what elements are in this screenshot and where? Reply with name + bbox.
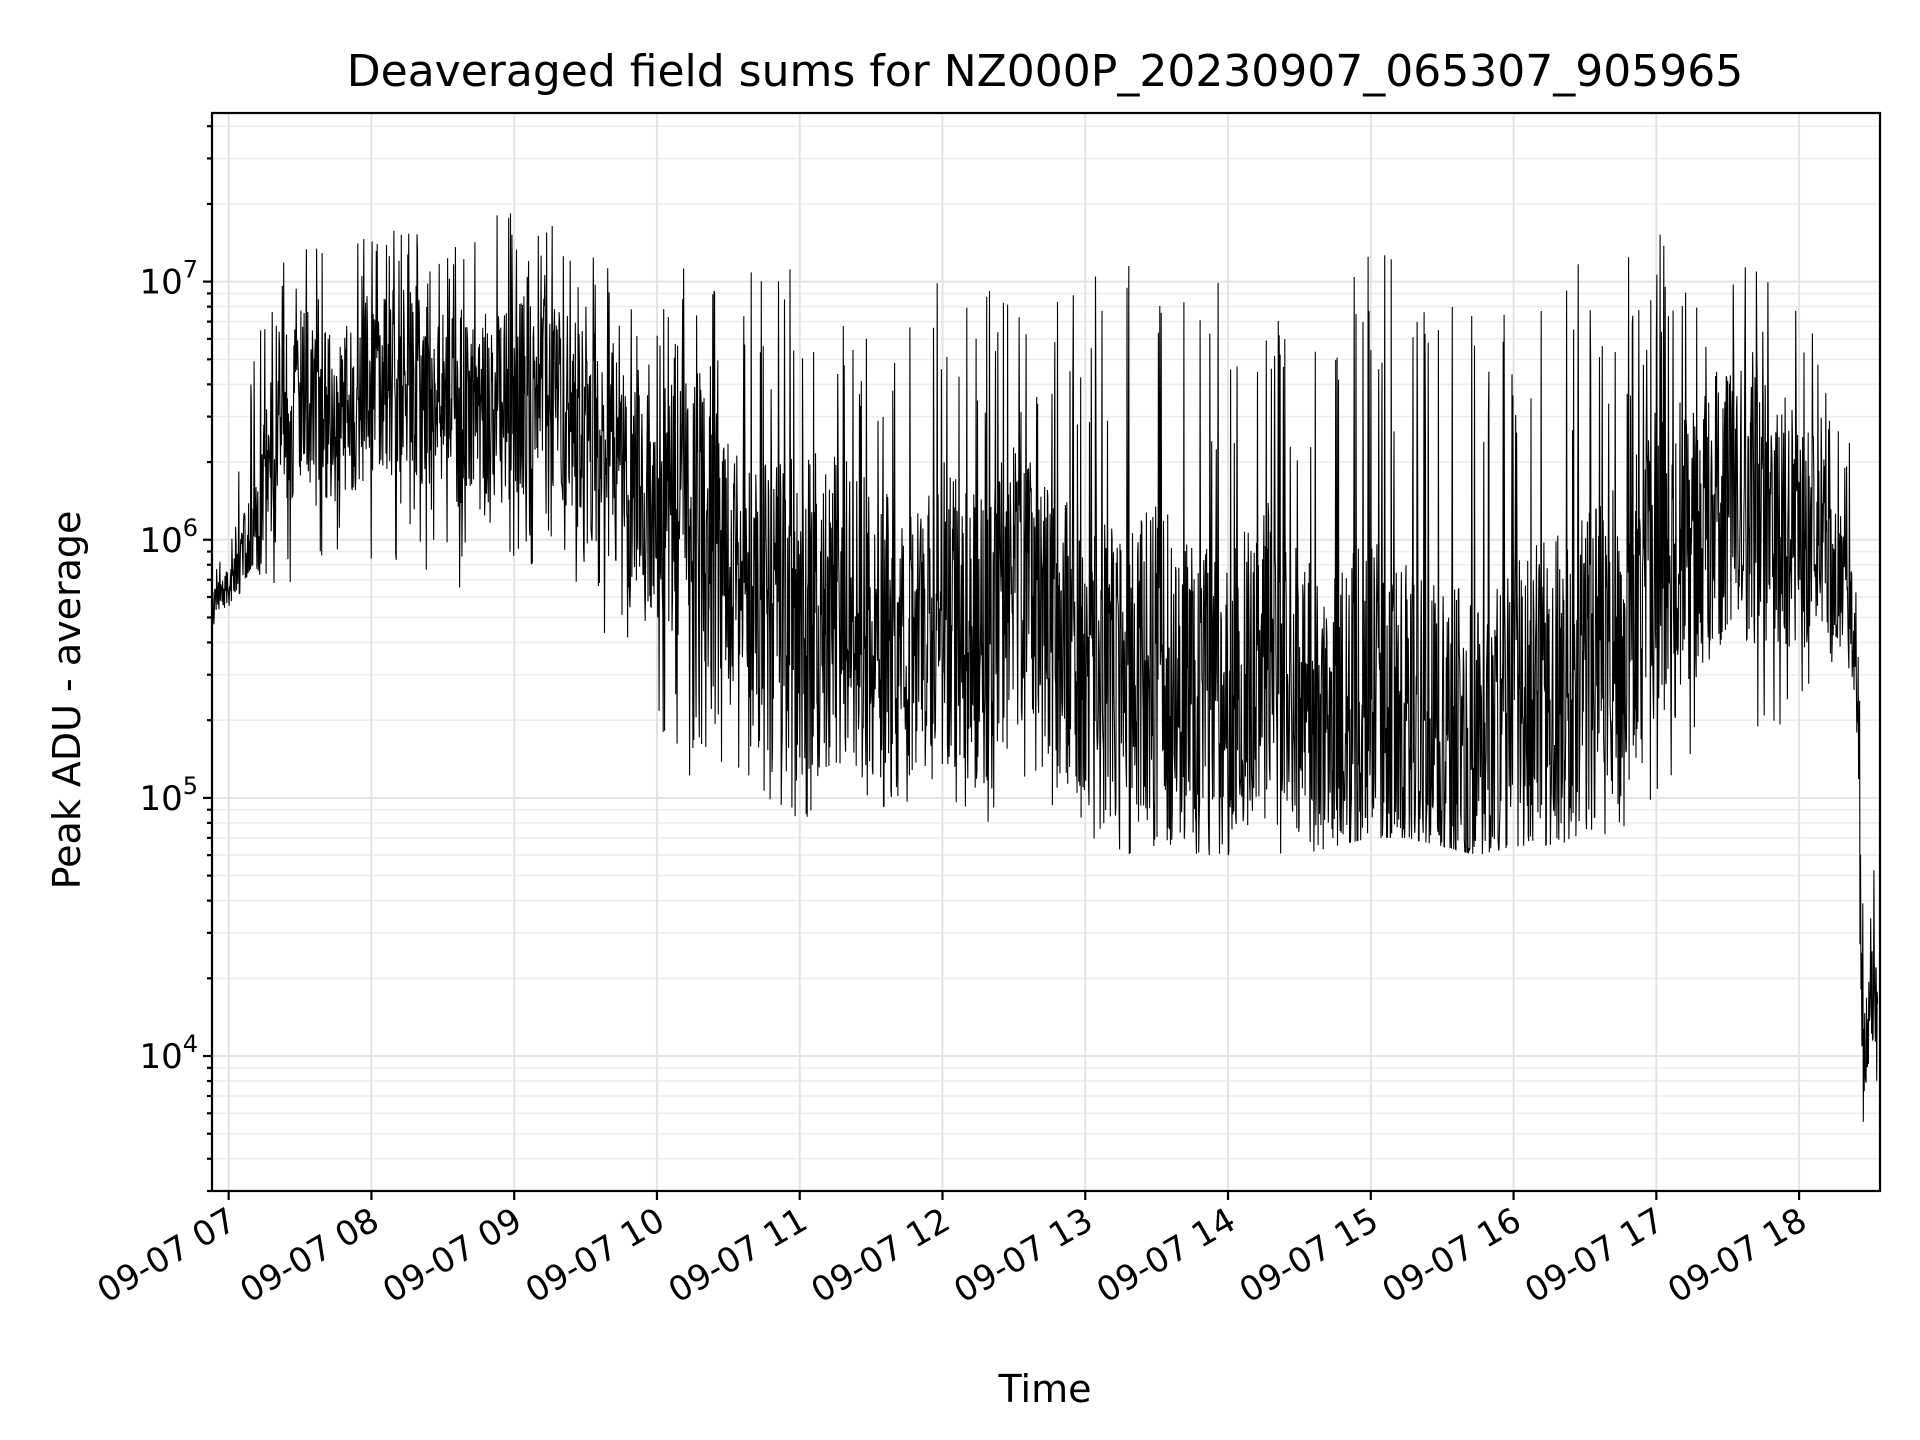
y-axis: 104 105 106 107 [139,125,212,1193]
x-tick-label: 09-07 16 [1376,1200,1528,1311]
series-line [211,213,1879,1122]
plot-frame [210,111,1882,1193]
x-tick-label: 09-07 17 [1518,1200,1670,1311]
chart-title: Deaveraged field sums for NZ000P_2023090… [347,46,1743,97]
y-tick-label: 106 [139,514,198,561]
x-tick-label: 09-07 14 [1090,1200,1242,1311]
x-tick-label: 09-07 18 [1661,1200,1813,1311]
y-tick-label: 104 [139,1030,198,1077]
y-tick-label: 107 [139,256,198,303]
plot-area [211,213,1879,1122]
x-tick-label: 09-07 15 [1233,1200,1385,1311]
x-tick-label: 09-07 08 [234,1200,386,1311]
x-axis-label: Time [998,1367,1092,1411]
x-tick-label: 09-07 11 [662,1200,814,1311]
x-tick-label: 09-07 12 [805,1200,957,1311]
x-tick-label: 09-07 13 [947,1200,1099,1311]
x-tick-label: 09-07 09 [376,1200,528,1311]
y-tick-label: 105 [139,772,198,819]
y-axis-label: Peak ADU - average [45,511,89,890]
x-tick-label: 09-07 10 [519,1200,671,1311]
x-tick-label: 09-07 07 [91,1200,243,1311]
